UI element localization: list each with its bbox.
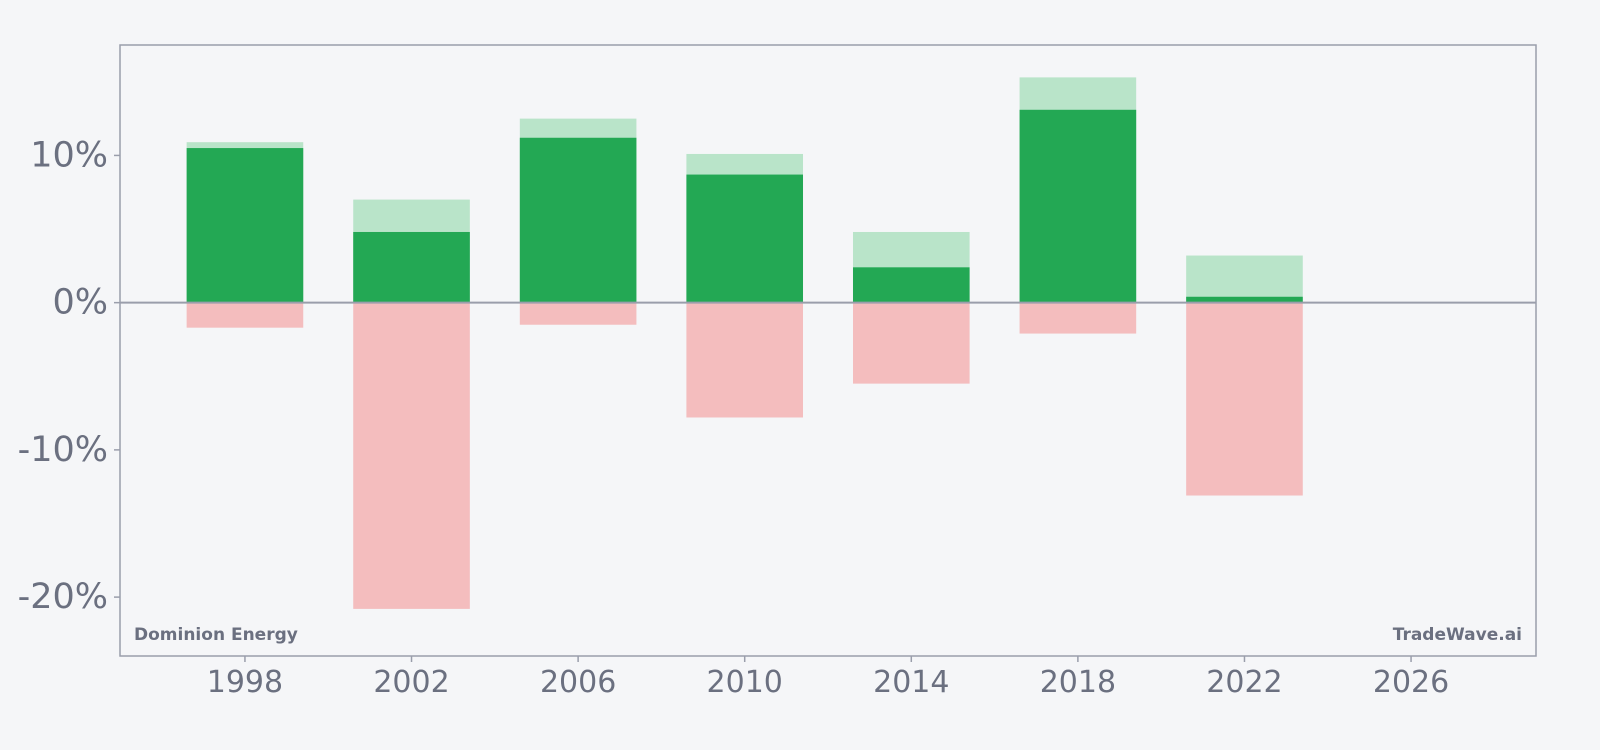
green-bar-2010: [686, 174, 804, 303]
x-axis: 1998 2002 2006 2010 2014 2018 2022 2026: [207, 656, 1449, 700]
green-bar-2006: [519, 137, 637, 303]
x-tick-label: 2018: [1040, 665, 1116, 700]
green-bar-2014: [852, 267, 970, 303]
x-tick-label: 2002: [373, 665, 449, 700]
company-label: Dominion Energy: [134, 625, 298, 645]
green-bar-2022: [1186, 296, 1303, 303]
x-tick-label: 2010: [707, 665, 783, 700]
bars-layer: [186, 77, 1303, 609]
x-tick-label: 1998: [207, 665, 283, 700]
green-bar-2002: [353, 231, 470, 303]
y-tick-label: -20%: [18, 577, 108, 617]
green-bar-1998: [186, 148, 304, 303]
red-bar-2018: [1019, 302, 1137, 334]
red-bar-2006: [519, 302, 637, 325]
green-bar-2018: [1019, 109, 1137, 303]
y-tick-label: 10%: [30, 135, 108, 175]
x-tick-label: 2006: [540, 665, 616, 700]
y-axis: 10% 0% -10% -20%: [18, 135, 120, 617]
red-bar-2002: [353, 302, 470, 609]
red-bar-1998: [186, 302, 304, 328]
watermark-label: TradeWave.ai: [1393, 625, 1522, 645]
red-bar-2014: [852, 302, 970, 384]
y-tick-label: 0%: [52, 283, 108, 323]
plot-frame: [119, 44, 1537, 657]
light-green-bar-2022: [1186, 255, 1303, 303]
y-tick-label: -10%: [18, 430, 108, 470]
x-tick-label: 2026: [1373, 665, 1449, 700]
red-bar-2022: [1186, 302, 1303, 496]
red-bar-2010: [686, 302, 804, 418]
x-tick-label: 2022: [1206, 665, 1282, 700]
x-tick-label: 2014: [873, 665, 949, 700]
